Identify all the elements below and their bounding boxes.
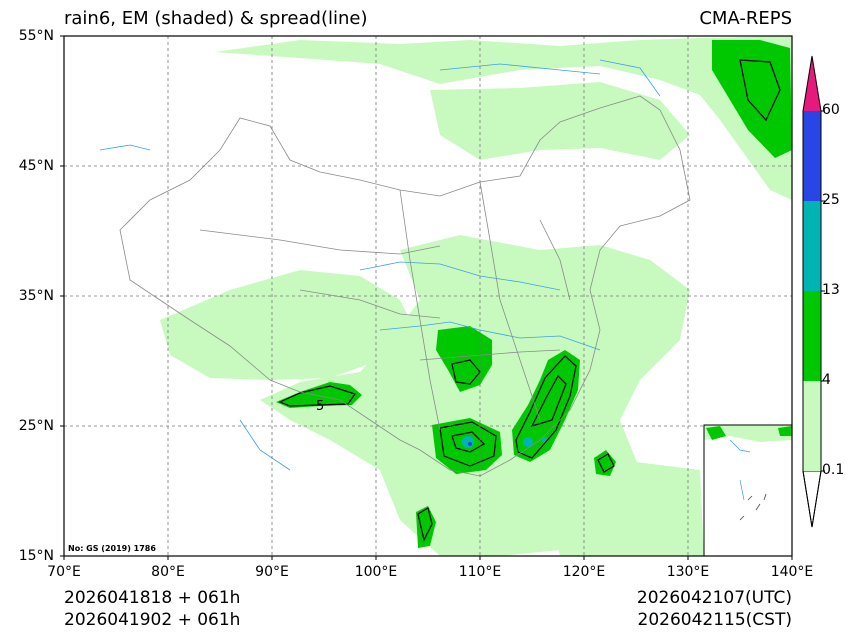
light-rain-region-northeast (215, 36, 792, 200)
contour-value-label: 5 (316, 399, 324, 414)
colorbar-over-triangle (803, 56, 821, 111)
chart-title: rain6, EM (shaded) & spread(line) (64, 8, 368, 29)
light-rain-region-west (160, 270, 420, 380)
moderate-rain-southwest (276, 382, 362, 408)
colorbar-label-4: 4 (822, 372, 831, 388)
colorbar-label-60: 60 (822, 102, 840, 118)
colorbar-bin-0.1-4 (803, 381, 821, 471)
init-time-utc: 2026041818 + 061h (64, 588, 241, 608)
heavy-rain-core-guangdong (523, 437, 533, 447)
moderate-rain-sichuan (436, 326, 492, 392)
valid-time-utc: 2026042107(UTC) (636, 588, 792, 608)
lon-label-80e: 80°E (151, 564, 185, 580)
inset-map (703, 424, 793, 557)
colorbar-under-triangle (802, 470, 822, 528)
lat-label-55n: 55°N (18, 28, 54, 44)
colorbar (802, 55, 825, 528)
heavy-rain-core-guangxi (462, 436, 474, 448)
lon-label-90e: 90°E (255, 564, 289, 580)
colorbar-bin-13-25 (803, 201, 821, 291)
axis-ticks (60, 35, 793, 560)
spread-contours (278, 59, 781, 542)
lat-label-25n: 25°N (18, 418, 54, 434)
lon-label-100e: 100°E (354, 564, 398, 580)
lon-label-130e: 130°E (666, 564, 710, 580)
lat-label-45n: 45°N (18, 158, 54, 174)
light-rain-region-sea (540, 460, 704, 556)
moderate-rain-indochina (416, 506, 436, 548)
colorbar-label-25: 25 (822, 192, 840, 208)
lon-label-70e: 70°E (47, 564, 81, 580)
lat-label-15n: 15°N (18, 548, 54, 564)
colorbar-label-0.1: 0.1 (822, 462, 845, 478)
colorbar-label-13: 13 (822, 282, 840, 298)
moderate-rain-jiangxi (512, 350, 580, 462)
colorbar-bin-4-13 (803, 291, 821, 381)
init-time-cst: 2026041902 + 061h (64, 610, 241, 630)
valid-time-cst: 2026042115(CST) (637, 610, 792, 630)
colorbar-bin-25-60 (803, 111, 821, 201)
borders (119, 95, 691, 477)
lat-label-35n: 35°N (18, 288, 54, 304)
lon-label-120e: 120°E (562, 564, 606, 580)
map-approval-note: No: GS (2019) 1786 (68, 544, 156, 553)
moderate-rain-northeast (712, 40, 792, 158)
lon-label-140e: 140°E (770, 564, 814, 580)
moderate-rain-taiwan (594, 450, 616, 476)
very-heavy-rain-core (468, 442, 472, 446)
graticule (64, 36, 792, 556)
lon-label-110e: 110°E (458, 564, 502, 580)
light-rain-region-north (430, 82, 690, 160)
source-label: CMA-REPS (699, 8, 792, 29)
